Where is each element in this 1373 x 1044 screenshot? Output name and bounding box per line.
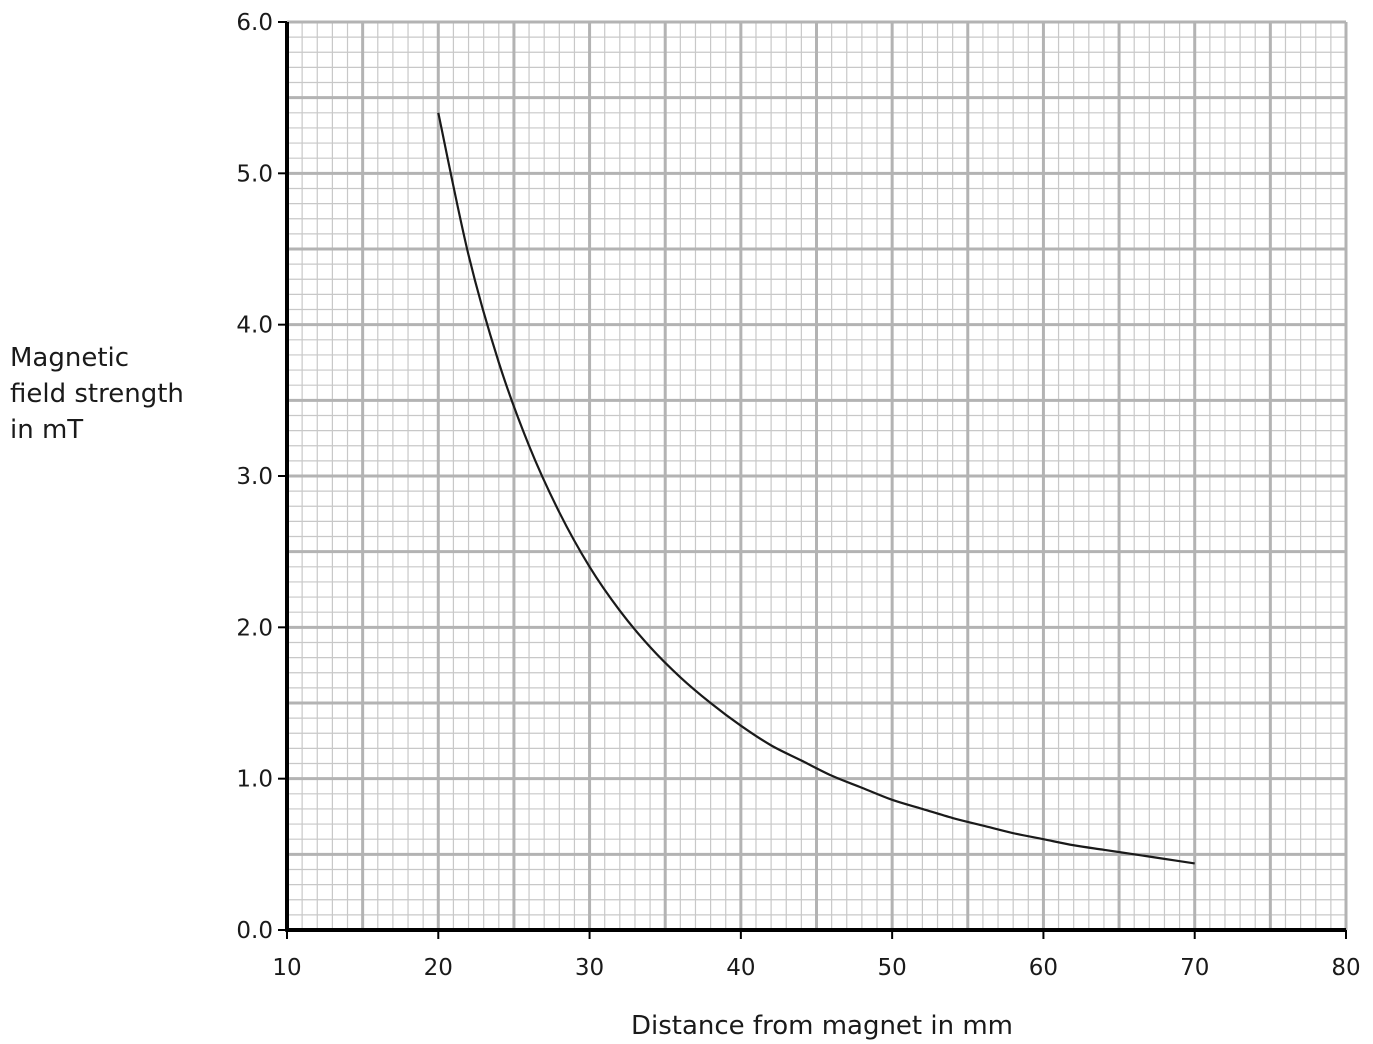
y-axis-label-line-1: Magnetic (10, 343, 129, 373)
x-tick-label: 70 (1180, 955, 1209, 981)
x-tick-label: 80 (1331, 955, 1360, 981)
y-tick-label: 5.0 (236, 161, 273, 187)
y-tick-label: 4.0 (236, 313, 273, 339)
x-axis-label: Distance from magnet in mm (631, 1011, 1013, 1041)
y-tick-label: 3.0 (236, 464, 273, 490)
x-tick-label: 60 (1029, 955, 1058, 981)
y-tick-label: 0.0 (236, 918, 273, 944)
x-tick-label: 40 (726, 955, 755, 981)
y-axis-label-line-3: in mT (10, 415, 83, 445)
x-tick-label: 20 (424, 955, 453, 981)
x-tick-label: 50 (878, 955, 907, 981)
grid (287, 20, 1348, 930)
tick-layer: 10 20 30 40 50 60 70 80 0.0 1.0 2.0 3.0 4.0 5.0 6.0 (236, 10, 1360, 981)
x-tick-label: 10 (272, 955, 301, 981)
y-tick-label: 2.0 (236, 615, 273, 641)
x-tick-label: 30 (575, 955, 604, 981)
y-tick-label: 6.0 (236, 10, 273, 36)
series-layer (437, 112, 1195, 865)
y-axis-label-line-2: field strength (10, 379, 184, 409)
series-line-0 (437, 112, 1195, 865)
y-tick-label: 1.0 (236, 767, 273, 793)
